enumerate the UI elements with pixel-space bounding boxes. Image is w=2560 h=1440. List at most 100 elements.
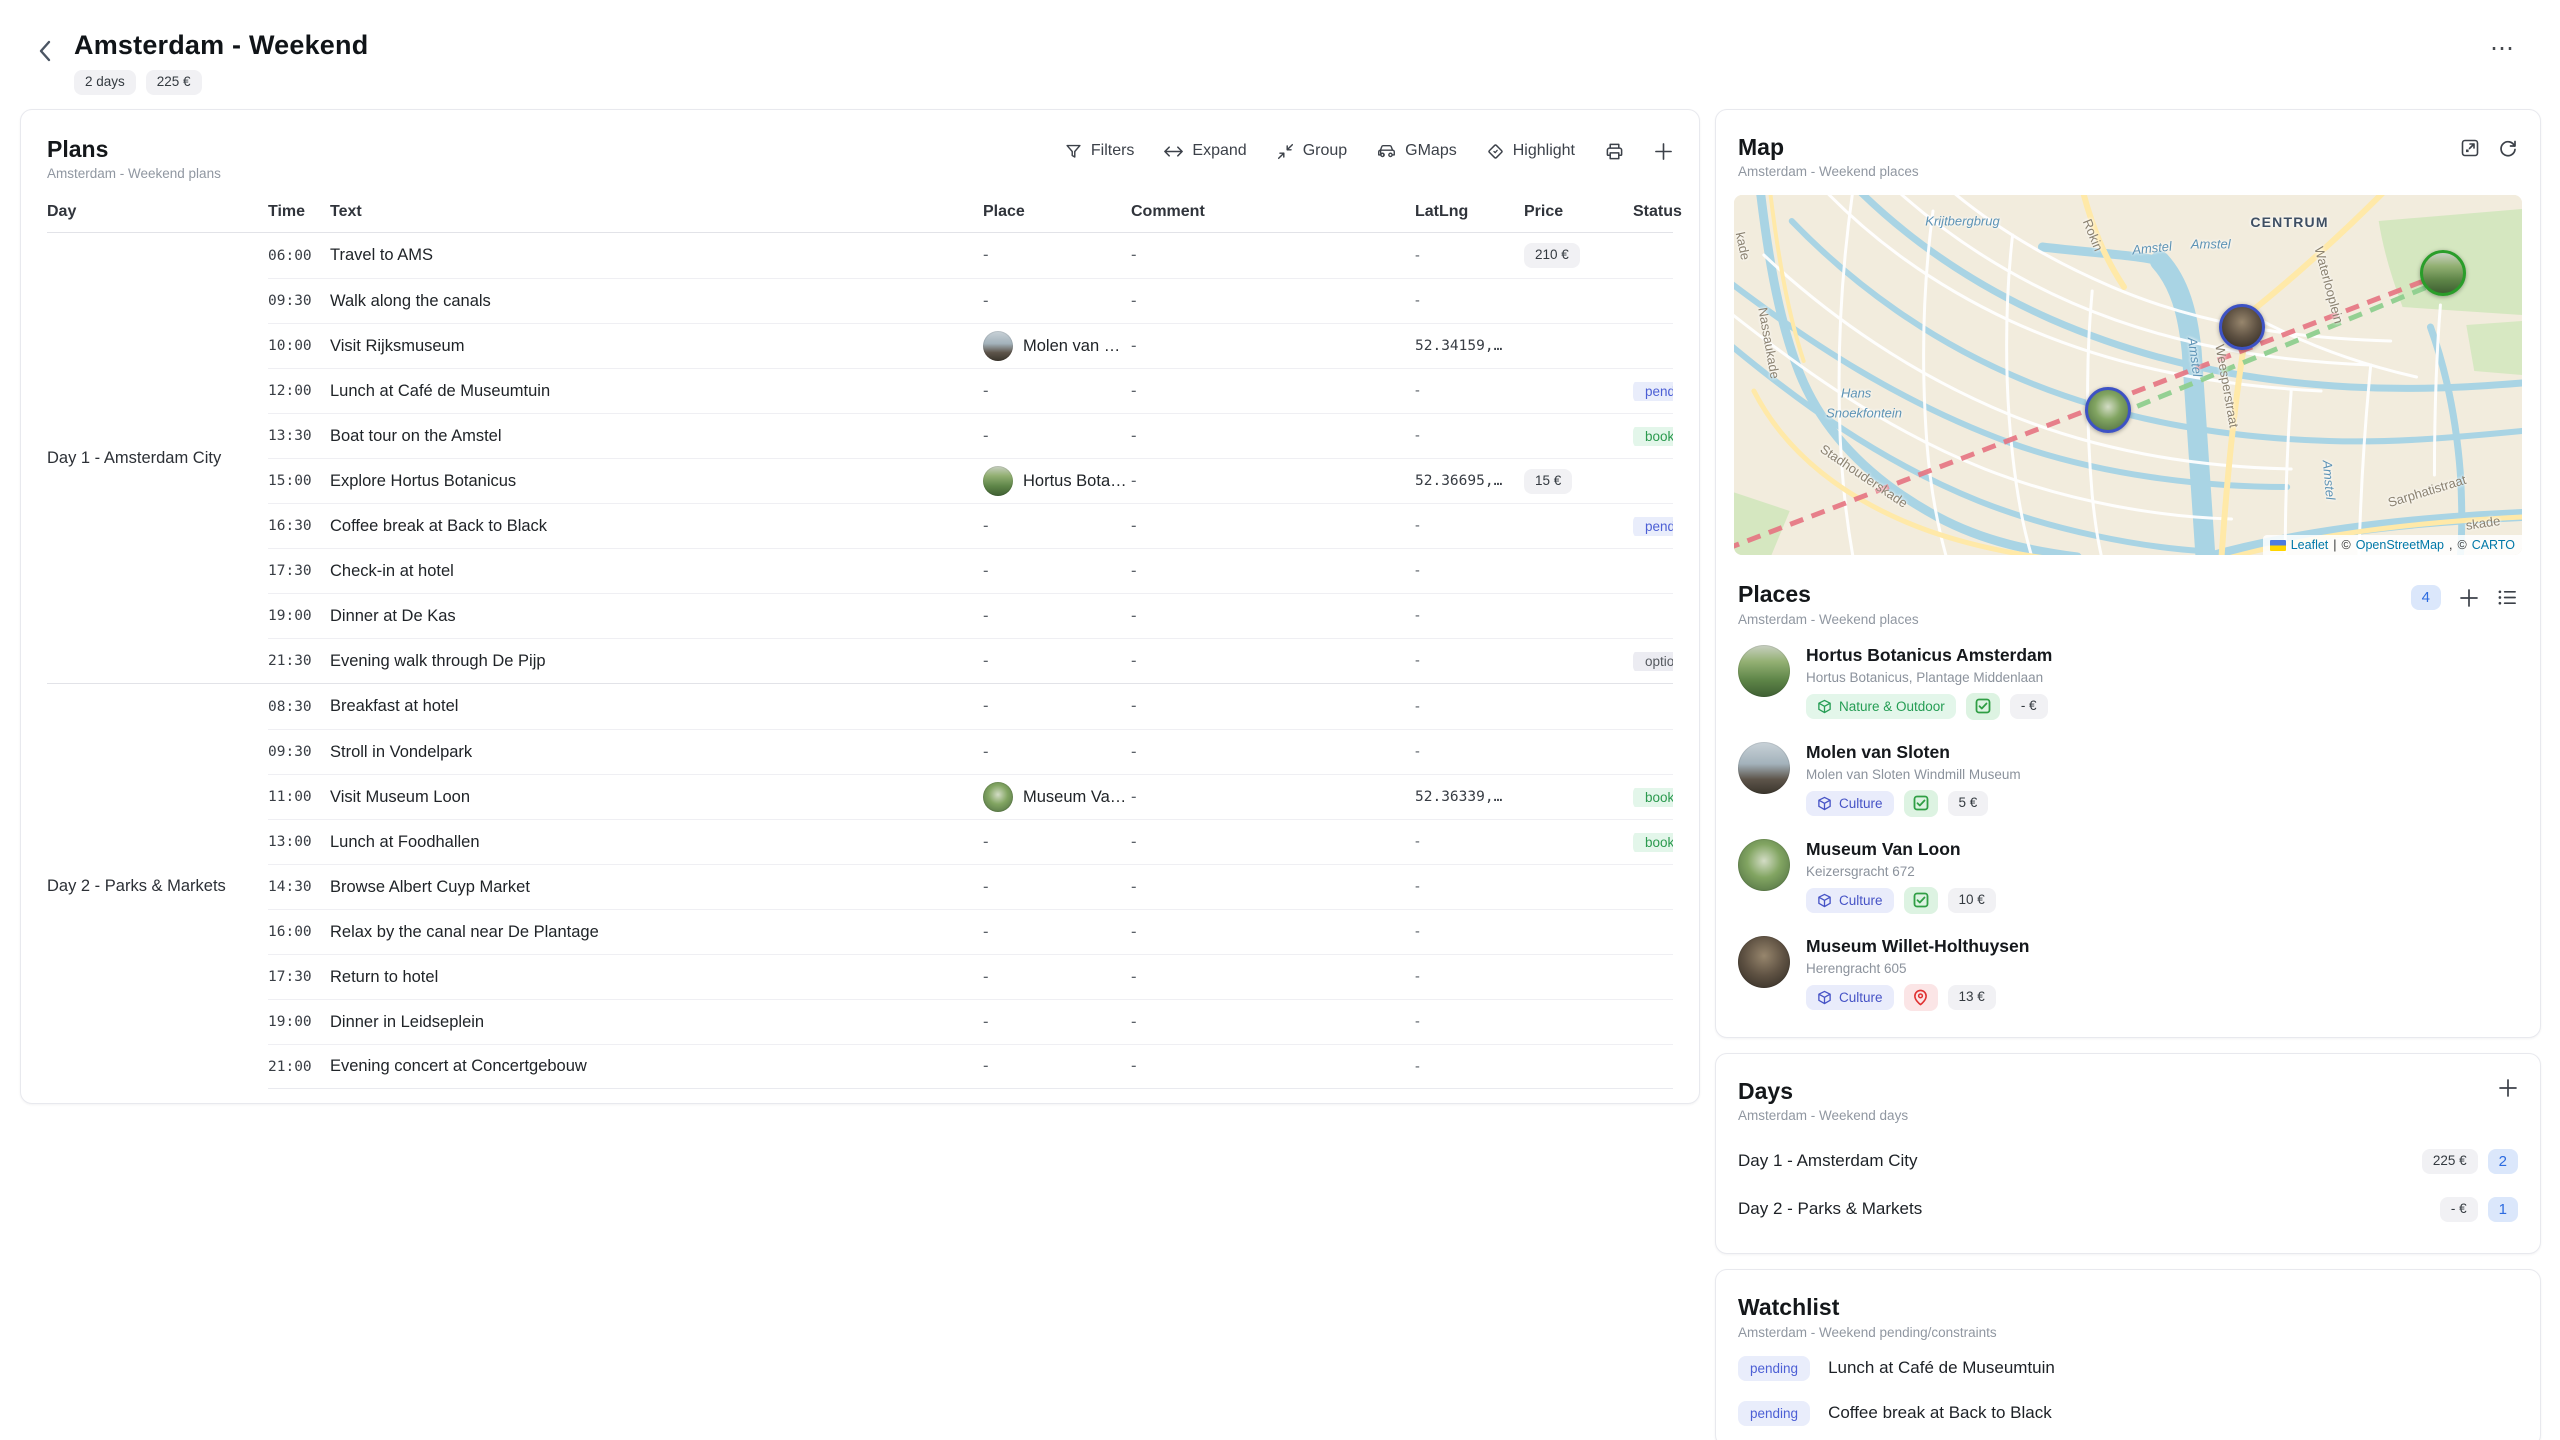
chevron-left-icon bbox=[39, 40, 51, 62]
osm-link[interactable]: OpenStreetMap bbox=[2355, 538, 2444, 553]
plan-text: Lunch at Café de Museumtuin bbox=[330, 381, 551, 400]
plans-subtitle: Amsterdam - Weekend plans bbox=[47, 166, 221, 182]
place-thumbnail bbox=[983, 782, 1013, 813]
collapse-diagonal-icon bbox=[1277, 143, 1293, 159]
plan-row[interactable]: 13:00 Lunch at Foodhallen - - - booked bbox=[268, 819, 1673, 864]
watchlist-item[interactable]: pending Lunch at Café de Museumtuin bbox=[1738, 1355, 2518, 1381]
add-place-button[interactable] bbox=[2459, 588, 2479, 608]
plan-latlng: - bbox=[1415, 879, 1420, 896]
plan-row[interactable]: 09:30 Stroll in Vondelpark - - - bbox=[268, 729, 1673, 774]
plan-row[interactable]: 21:00 Evening concert at Concertgebouw -… bbox=[268, 1044, 1673, 1090]
pending-badge: pending bbox=[1738, 1400, 1811, 1426]
plan-row[interactable]: 17:30 Check-in at hotel - - - bbox=[268, 548, 1673, 593]
plan-text: Browse Albert Cuyp Market bbox=[330, 877, 530, 896]
plan-row[interactable]: 11:00 Visit Museum Loon Museum Va… - 52.… bbox=[268, 774, 1673, 819]
leaflet-map[interactable]: kade Nassaukade Krijtbergbrug Rokin Amstel Am… bbox=[1734, 195, 2522, 556]
expand-horizontal-icon bbox=[1164, 146, 1184, 157]
add-day-button[interactable] bbox=[2498, 1078, 2518, 1098]
plan-latlng: - bbox=[1415, 969, 1420, 986]
place-list-item[interactable]: Museum Van Loon Keizersgracht 672 Cultur… bbox=[1738, 838, 2518, 914]
plan-comment: - bbox=[1131, 651, 1137, 670]
map-marker-vanloon[interactable] bbox=[2085, 386, 2132, 433]
plan-row[interactable]: 21:30 Evening walk through De Pijp - - -… bbox=[268, 638, 1673, 683]
place-name: Museum Van Loon bbox=[1806, 838, 1961, 859]
plan-comment: - bbox=[1131, 922, 1137, 941]
plan-comment: - bbox=[1131, 1012, 1137, 1031]
plan-row[interactable]: 10:00 Visit Rijksmuseum Molen van … - 52… bbox=[268, 323, 1673, 368]
plan-latlng: - bbox=[1415, 744, 1420, 761]
filters-button[interactable]: Filters bbox=[1065, 142, 1134, 160]
plan-text: Dinner in Leidseplein bbox=[330, 1012, 485, 1031]
plan-time: 19:00 bbox=[268, 608, 312, 625]
watchlist-text: Lunch at Café de Museumtuin bbox=[1828, 1358, 2055, 1378]
plan-latlng: - bbox=[1415, 428, 1420, 445]
plan-latlng: 52.34159,… bbox=[1415, 338, 1503, 355]
place-list-item[interactable]: Molen van Sloten Molen van Sloten Windmi… bbox=[1738, 741, 2518, 817]
watchlist-item[interactable]: pending Coffee break at Back to Black bbox=[1738, 1400, 2518, 1426]
plan-row[interactable]: 15:00 Explore Hortus Botanicus Hortus Bo… bbox=[268, 458, 1673, 503]
plan-status: booked bbox=[1633, 832, 1673, 852]
plan-latlng: - bbox=[1415, 608, 1420, 625]
print-button[interactable] bbox=[1605, 142, 1624, 161]
plan-row[interactable]: 19:00 Dinner at De Kas - - - bbox=[268, 593, 1673, 638]
map-refresh-button[interactable] bbox=[2498, 138, 2518, 158]
plan-row[interactable]: 16:00 Relax by the canal near De Plantag… bbox=[268, 909, 1673, 954]
map-marker-willet[interactable] bbox=[2219, 303, 2266, 350]
plan-time: 14:30 bbox=[268, 879, 312, 896]
plan-comment: - bbox=[1131, 967, 1137, 986]
day-list-item[interactable]: Day 2 - Parks & Markets - € 1 bbox=[1738, 1185, 2518, 1233]
plan-row[interactable]: 12:00 Lunch at Café de Museumtuin - - - … bbox=[268, 368, 1673, 413]
plan-row[interactable]: 17:30 Return to hotel - - - bbox=[268, 954, 1673, 999]
back-button[interactable] bbox=[30, 36, 60, 66]
map-marker-hortus[interactable] bbox=[2420, 249, 2467, 296]
plan-place: - bbox=[983, 1057, 989, 1076]
plan-row[interactable]: 14:30 Browse Albert Cuyp Market - - - bbox=[268, 864, 1673, 909]
cube-icon bbox=[1818, 893, 1831, 907]
plan-comment: - bbox=[1131, 516, 1137, 535]
gmaps-button[interactable]: GMaps bbox=[1377, 142, 1457, 160]
plan-comment: - bbox=[1131, 697, 1137, 716]
plan-place: - bbox=[983, 832, 989, 851]
highlight-button[interactable]: Highlight bbox=[1487, 142, 1575, 160]
map-label: Amstel bbox=[2319, 459, 2339, 501]
plan-row[interactable]: 19:00 Dinner in Leidseplein - - - bbox=[268, 999, 1673, 1044]
day-label: Day 1 - Amsterdam City bbox=[1738, 1151, 1918, 1171]
place-list-item[interactable]: Hortus Botanicus Amsterdam Hortus Botani… bbox=[1738, 644, 2518, 720]
plan-time: 13:30 bbox=[268, 428, 312, 445]
overflow-menu-button[interactable]: ⋯ bbox=[2490, 35, 2516, 62]
col-time: Time bbox=[268, 203, 306, 221]
place-list-item[interactable]: Museum Willet-Holthuysen Herengracht 605… bbox=[1738, 935, 2518, 1011]
col-price: Price bbox=[1524, 203, 1564, 221]
plan-text: Return to hotel bbox=[330, 967, 439, 986]
places-title: Places bbox=[1738, 581, 1811, 608]
carto-link[interactable]: CARTO bbox=[2471, 538, 2515, 553]
plan-text: Stroll in Vondelpark bbox=[330, 742, 473, 761]
day-list-item[interactable]: Day 1 - Amsterdam City 225 € 2 bbox=[1738, 1137, 2518, 1185]
plan-comment: - bbox=[1131, 291, 1137, 310]
plan-status: optional bbox=[1633, 651, 1673, 671]
plan-place: - bbox=[983, 246, 989, 265]
expand-button[interactable]: Expand bbox=[1164, 142, 1247, 160]
add-plan-button[interactable] bbox=[1654, 142, 1673, 161]
plan-comment: - bbox=[1131, 787, 1137, 806]
plan-row[interactable]: 08:30 Breakfast at hotel - - - bbox=[268, 684, 1673, 729]
plan-row[interactable]: 06:00 Travel to AMS - - - 210 € bbox=[268, 233, 1673, 278]
day-group-label: Day 2 - Parks & Markets bbox=[47, 877, 226, 896]
place-flag-badge bbox=[1903, 983, 1938, 1011]
plan-row[interactable]: 09:30 Walk along the canals - - - bbox=[268, 278, 1673, 323]
plan-row[interactable]: 16:30 Coffee break at Back to Black - - … bbox=[268, 503, 1673, 548]
map-fullscreen-button[interactable] bbox=[2460, 138, 2480, 158]
map-label: Amstel bbox=[2184, 336, 2206, 379]
places-list-view-button[interactable] bbox=[2497, 588, 2518, 607]
price-badge: 15 € bbox=[1524, 468, 1573, 494]
plan-comment: - bbox=[1131, 832, 1137, 851]
plus-icon bbox=[2460, 588, 2478, 607]
group-button[interactable]: Group bbox=[1277, 142, 1347, 160]
cube-icon bbox=[1818, 796, 1831, 810]
map-pin-icon bbox=[1914, 989, 1927, 1006]
plan-row[interactable]: 13:30 Boat tour on the Amstel - - - book… bbox=[268, 413, 1673, 458]
map-label: Amstel bbox=[2131, 237, 2173, 258]
leaflet-link[interactable]: Leaflet bbox=[2290, 538, 2329, 553]
map-label: Snoekfontein bbox=[1826, 405, 1902, 421]
map-label: Amstel bbox=[2190, 236, 2231, 252]
